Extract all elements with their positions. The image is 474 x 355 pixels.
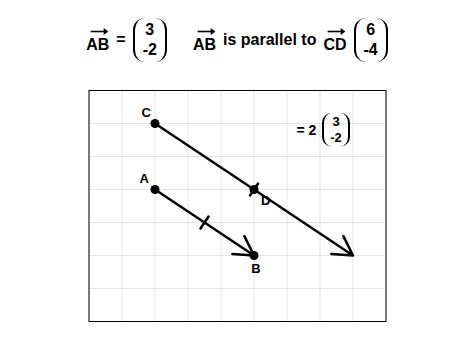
html-text:AB =: AB = [86,31,126,53]
html-text:= 2: = 2 [296,121,317,138]
svg-text:D: D [261,193,270,208]
html-text:-2: -2 [142,41,157,58]
svg-text:C: C [142,105,152,120]
html-text:AB: AB [192,35,216,53]
html-text:6: 6 [366,21,376,38]
html-text:3: 3 [145,21,155,38]
svg-text:B: B [251,261,260,276]
html-text:-2: -2 [330,129,342,145]
html-text:3: 3 [332,113,340,129]
svg-text:A: A [140,171,150,186]
html-text:is parallel to CD: is parallel to CD [223,31,347,53]
html-text:-4: -4 [363,41,378,58]
